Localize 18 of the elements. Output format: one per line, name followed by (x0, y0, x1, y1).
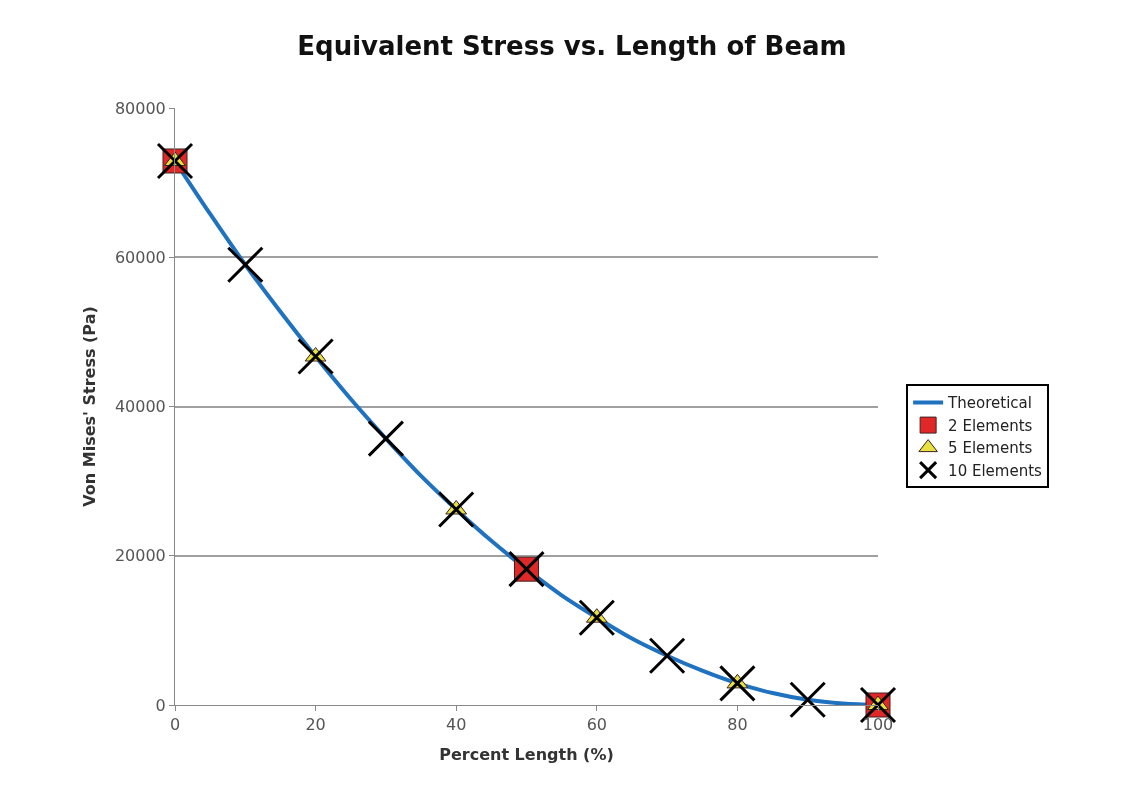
legend-label: Theoretical (947, 394, 1032, 413)
x-tick-label: 0 (169, 715, 181, 735)
y-tick-label: 40000 (114, 397, 166, 417)
x-axis-title: Percent Length (%) (439, 744, 614, 764)
chart-title: Equivalent Stress vs. Length of Beam (297, 30, 847, 61)
legend-label: 2 Elements (948, 416, 1033, 435)
y-tick-label: 60000 (114, 247, 166, 267)
legend-label: 10 Elements (948, 461, 1043, 480)
y-tick-label: 80000 (114, 98, 166, 118)
y-axis-title: Von Mises' Stress (Pa) (79, 306, 99, 507)
x-tick-label: 60 (586, 715, 607, 735)
x-tick-label: 40 (446, 715, 467, 735)
y-tick-label: 0 (155, 695, 166, 715)
x-tick-label: 20 (305, 715, 326, 735)
x-tick-label: 80 (727, 715, 748, 735)
legend-label: 5 Elements (948, 439, 1033, 458)
y-tick-label: 20000 (114, 546, 166, 566)
x-tick-label: 100 (862, 715, 894, 735)
